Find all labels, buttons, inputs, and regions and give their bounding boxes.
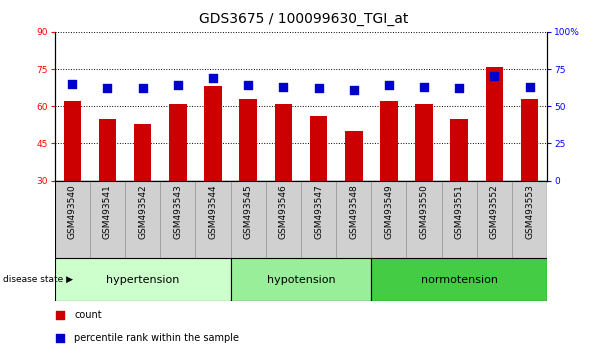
Text: hypertension: hypertension [106,275,179,285]
Text: GSM493546: GSM493546 [279,184,288,239]
Bar [55,181,90,258]
Bar [195,181,230,258]
Point [103,86,112,91]
Point [55,335,64,341]
Text: hypotension: hypotension [267,275,335,285]
Bar [451,119,468,181]
Bar [204,86,222,181]
Bar [407,181,441,258]
Point [454,86,464,91]
Bar [309,116,327,181]
Bar [336,181,371,258]
Bar [371,258,547,301]
Bar [169,104,187,181]
Point [138,86,148,91]
Text: GSM493549: GSM493549 [384,184,393,239]
Text: GDS3675 / 100099630_TGI_at: GDS3675 / 100099630_TGI_at [199,12,409,27]
Text: GSM493553: GSM493553 [525,184,534,239]
Point [384,82,394,88]
Point [208,75,218,81]
Bar [521,99,539,181]
Bar [345,131,362,181]
Text: GSM493545: GSM493545 [244,184,253,239]
Bar [266,181,301,258]
Bar [301,181,336,258]
Text: GSM493541: GSM493541 [103,184,112,239]
Bar [512,181,547,258]
Bar [230,258,371,301]
Point [173,82,182,88]
Point [55,312,64,318]
Text: GSM493540: GSM493540 [68,184,77,239]
Bar [125,181,161,258]
Bar [275,104,292,181]
Bar [134,124,151,181]
Text: disease state ▶: disease state ▶ [3,275,73,284]
Point [349,87,359,93]
Bar [55,258,230,301]
Bar [477,181,512,258]
Point [278,84,288,90]
Bar [90,181,125,258]
Text: GSM493544: GSM493544 [209,184,218,239]
Bar [98,119,116,181]
Bar [486,67,503,181]
Bar [441,181,477,258]
Point [525,84,534,90]
Text: GSM493550: GSM493550 [420,184,429,239]
Bar [63,101,81,181]
Text: percentile rank within the sample: percentile rank within the sample [74,333,240,343]
Point [67,81,77,87]
Text: GSM493552: GSM493552 [490,184,499,239]
Bar [161,181,195,258]
Text: normotension: normotension [421,275,498,285]
Bar [240,99,257,181]
Point [419,84,429,90]
Text: GSM493547: GSM493547 [314,184,323,239]
Point [489,74,499,79]
Text: GSM493542: GSM493542 [138,184,147,239]
Bar [415,104,433,181]
Text: count: count [74,310,102,320]
Bar [371,181,407,258]
Text: GSM493551: GSM493551 [455,184,464,239]
Point [314,86,323,91]
Text: GSM493543: GSM493543 [173,184,182,239]
Text: GSM493548: GSM493548 [349,184,358,239]
Bar [230,181,266,258]
Point [243,82,253,88]
Bar [380,101,398,181]
